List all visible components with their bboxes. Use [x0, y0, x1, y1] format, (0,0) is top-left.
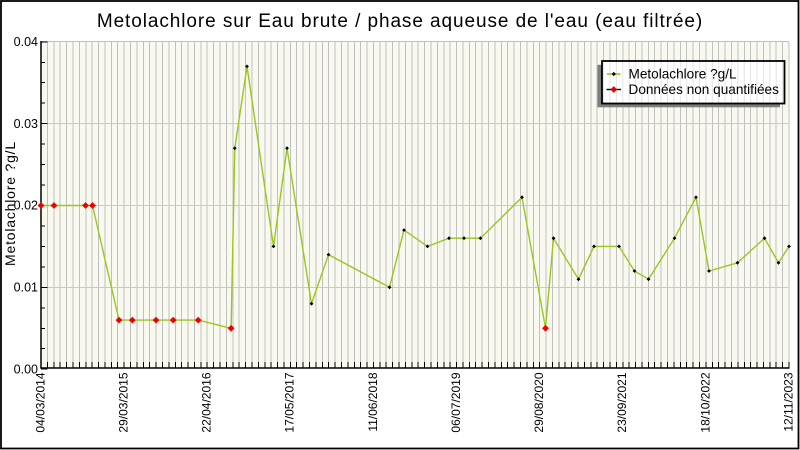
- svg-text:Données non quantifiées: Données non quantifiées: [629, 82, 780, 97]
- svg-text:17/05/2017: 17/05/2017: [283, 372, 297, 432]
- svg-text:Metolachlore sur Eau brute / p: Metolachlore sur Eau brute / phase aqueu…: [97, 11, 703, 32]
- svg-text:Metolachlore ?g/L: Metolachlore ?g/L: [629, 67, 737, 82]
- svg-text:0.03: 0.03: [14, 117, 38, 131]
- svg-text:29/08/2020: 29/08/2020: [532, 372, 546, 432]
- svg-text:29/03/2015: 29/03/2015: [117, 372, 131, 432]
- svg-text:Metolachlore ?g/L: Metolachlore ?g/L: [2, 141, 18, 266]
- svg-text:23/09/2021: 23/09/2021: [615, 372, 629, 432]
- svg-text:22/04/2016: 22/04/2016: [200, 372, 214, 432]
- svg-text:06/07/2019: 06/07/2019: [449, 372, 463, 432]
- svg-text:18/10/2022: 18/10/2022: [698, 372, 712, 432]
- svg-text:04/03/2014: 04/03/2014: [33, 372, 47, 432]
- svg-text:0.01: 0.01: [14, 281, 38, 295]
- svg-text:0.04: 0.04: [14, 35, 38, 49]
- svg-text:11/06/2018: 11/06/2018: [366, 372, 380, 431]
- svg-text:12/11/2023: 12/11/2023: [781, 372, 795, 431]
- svg-text:0.02: 0.02: [14, 199, 38, 213]
- svg-text:0.00: 0.00: [14, 362, 38, 376]
